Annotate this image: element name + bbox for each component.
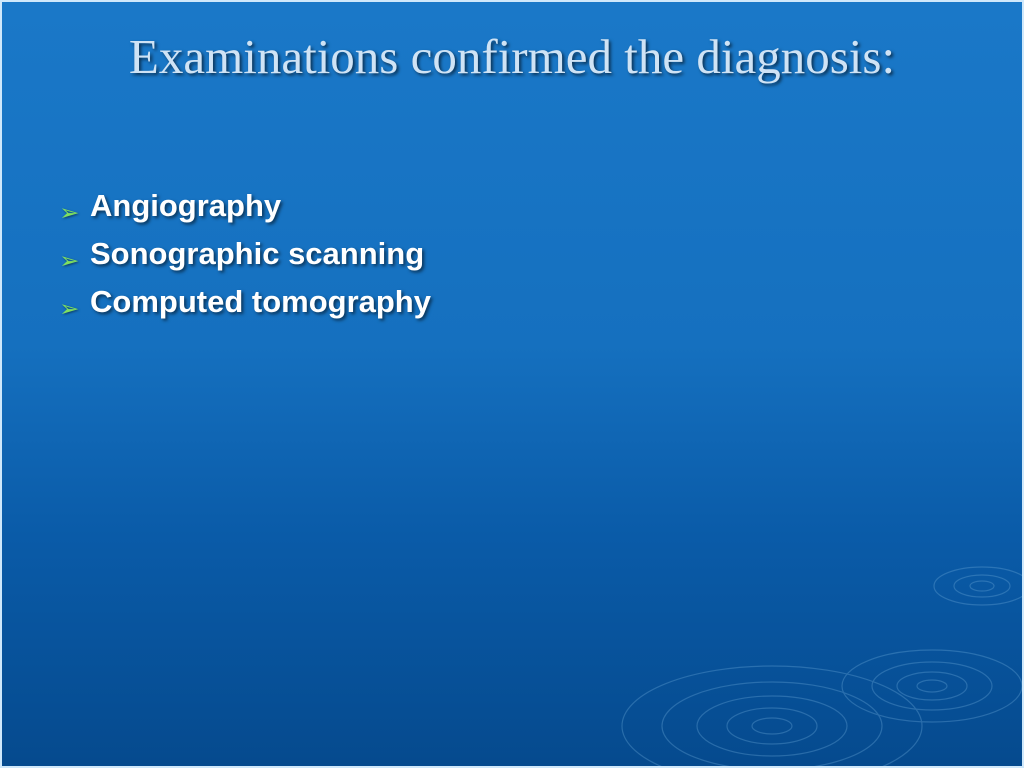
list-item-text: Sonographic scanning (90, 236, 424, 272)
slide-container: Examinations confirmed the diagnosis: ➢ … (0, 0, 1024, 768)
bullet-icon: ➢ (60, 200, 90, 226)
ripple-decoration (602, 486, 1022, 766)
list-item: ➢ Computed tomography (60, 284, 982, 320)
list-item: ➢ Angiography (60, 188, 982, 224)
bullet-icon: ➢ (60, 296, 90, 322)
list-item-text: Computed tomography (90, 284, 431, 320)
list-item: ➢ Sonographic scanning (60, 236, 982, 272)
slide-title: Examinations confirmed the diagnosis: (2, 28, 1022, 86)
bullet-list: ➢ Angiography ➢ Sonographic scanning ➢ C… (60, 188, 982, 332)
list-item-text: Angiography (90, 188, 281, 224)
bullet-icon: ➢ (60, 248, 90, 274)
